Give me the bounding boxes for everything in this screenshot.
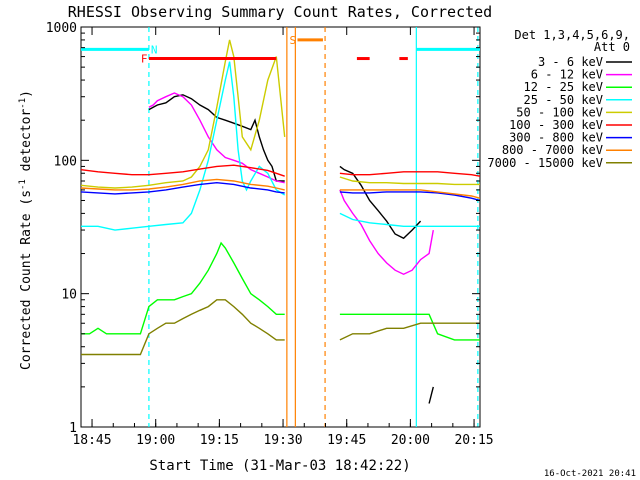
flag-label-N: N	[151, 43, 158, 56]
chart-title: RHESSI Observing Summary Count Rates, Co…	[68, 3, 492, 21]
legend-label-3: 25 - 50 keV	[524, 93, 603, 107]
series-line-7-seg-0	[81, 178, 285, 191]
x-tick-label-1: 19:00	[136, 433, 175, 448]
y-tick-label-2: 100	[54, 154, 77, 169]
series-line-6-seg-0	[81, 181, 285, 195]
series-line-1-seg-1	[339, 189, 434, 275]
series-line-0-seg-1	[339, 165, 422, 240]
series-line-2-seg-0	[81, 241, 285, 335]
y-axis-label-mid: detector	[19, 109, 34, 180]
y-axis-label-sup2: -1	[18, 98, 28, 109]
y-axis-label-sup1: -1	[18, 179, 28, 190]
legend-label-7: 800 - 7000 keV	[502, 143, 603, 157]
series-line-4-seg-0	[81, 39, 286, 189]
series-line-0-seg-2	[428, 386, 434, 404]
timestamp: 16-Oct-2021 20:41	[544, 469, 636, 479]
plot-series-group	[81, 27, 480, 427]
series-line-7-seg-1	[339, 189, 480, 199]
y-axis-label-end: )	[19, 90, 34, 98]
flag-label-F: F	[141, 53, 148, 66]
y-tick-label-1: 10	[61, 288, 77, 303]
detector-info-line1: Det 1,3,4,5,6,9,	[514, 28, 630, 42]
x-tick-label-3: 19:30	[263, 433, 302, 448]
series-line-8-seg-1	[339, 322, 480, 341]
legend-label-2: 12 - 25 keV	[524, 80, 603, 94]
series-line-8-seg-0	[81, 299, 285, 356]
x-tick-label-4: 19:45	[327, 433, 366, 448]
y-tick-label-0: 1	[69, 421, 77, 436]
x-axis-label: Start Time (31-Mar-03 18:42:22)	[149, 458, 410, 474]
x-axis: 18:45 19:00 19:15 19:30 19:45 20:00 20:15	[72, 27, 494, 448]
legend-label-0: 3 - 6 keV	[538, 55, 603, 69]
series-line-5-seg-0	[81, 164, 285, 177]
y-axis-label-main: Corrected Count Rate (s	[19, 190, 34, 370]
series-line-3-seg-1	[339, 212, 480, 228]
x-tick-label-6: 20:15	[454, 433, 493, 448]
series-line-5-seg-1	[339, 171, 480, 177]
legend-label-4: 50 - 100 keV	[516, 105, 603, 119]
x-tick-label-0: 18:45	[72, 433, 111, 448]
series-line-3-seg-0	[81, 61, 286, 231]
legend-label-6: 300 - 800 keV	[509, 131, 603, 145]
x-tick-label-2: 19:15	[200, 433, 239, 448]
series-line-0-seg-0	[148, 94, 285, 182]
legend-label-5: 100 - 300 keV	[509, 118, 603, 132]
y-axis: 1 10 100 1000	[46, 21, 480, 436]
detector-info-line2: Att 0	[594, 40, 630, 54]
y-tick-label-3: 1000	[46, 21, 77, 36]
x-tick-label-5: 20:00	[391, 433, 430, 448]
legend-label-1: 6 - 12 keV	[531, 68, 603, 82]
series-line-6-seg-1	[339, 191, 480, 202]
series-line-2-seg-1	[339, 313, 480, 341]
legend-label-8: 7000 - 15000 keV	[487, 156, 603, 170]
plot-area: F S N	[80, 26, 481, 428]
flag-label-S: S	[289, 34, 296, 47]
series-line-4-seg-1	[339, 176, 480, 186]
y-axis-label: Corrected Count Rate (s-1 detector-1)	[18, 90, 34, 370]
